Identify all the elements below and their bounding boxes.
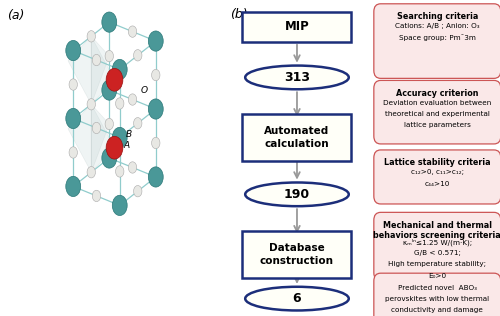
Circle shape <box>66 108 80 129</box>
Circle shape <box>66 40 80 61</box>
Text: theoretical and experimental: theoretical and experimental <box>385 111 490 117</box>
Text: c₁₂>0, c₁₁>c₁₂;: c₁₂>0, c₁₁>c₁₂; <box>411 169 464 175</box>
Text: O: O <box>140 86 148 95</box>
FancyBboxPatch shape <box>374 150 500 204</box>
FancyBboxPatch shape <box>374 212 500 281</box>
Text: Mechanical and thermal
behaviors screening criteria: Mechanical and thermal behaviors screeni… <box>374 221 500 240</box>
Text: Database
construction: Database construction <box>260 243 334 265</box>
Text: conductivity and damage: conductivity and damage <box>392 307 484 313</box>
Text: G/B < 0.571;: G/B < 0.571; <box>414 250 461 256</box>
Circle shape <box>112 195 127 216</box>
Polygon shape <box>68 36 92 104</box>
Text: 190: 190 <box>284 188 310 201</box>
Circle shape <box>134 118 142 129</box>
Polygon shape <box>92 104 114 172</box>
Text: B: B <box>126 131 132 139</box>
Circle shape <box>112 127 127 148</box>
Circle shape <box>102 12 117 32</box>
Polygon shape <box>92 104 110 172</box>
Circle shape <box>69 147 78 158</box>
Circle shape <box>92 54 100 66</box>
Text: lattice parameters: lattice parameters <box>404 123 471 128</box>
Text: 6: 6 <box>292 292 302 305</box>
Polygon shape <box>92 36 114 104</box>
Text: MIP: MIP <box>284 20 310 33</box>
FancyBboxPatch shape <box>374 273 500 316</box>
Text: Automated
calculation: Automated calculation <box>264 126 330 149</box>
Circle shape <box>128 94 136 105</box>
Circle shape <box>152 137 160 149</box>
Circle shape <box>116 166 124 177</box>
Circle shape <box>134 50 142 61</box>
Ellipse shape <box>245 183 349 206</box>
Text: Lattice stability criteria: Lattice stability criteria <box>384 158 490 167</box>
Circle shape <box>134 185 142 197</box>
Circle shape <box>87 167 96 178</box>
Text: κₘᴵⁿ≤1.25 W/(m·K);: κₘᴵⁿ≤1.25 W/(m·K); <box>403 239 472 246</box>
Circle shape <box>66 176 80 197</box>
Circle shape <box>148 99 163 119</box>
Circle shape <box>105 118 114 130</box>
Text: c₄₄>10: c₄₄>10 <box>424 181 450 186</box>
FancyBboxPatch shape <box>242 12 352 42</box>
Circle shape <box>87 99 96 110</box>
Circle shape <box>106 69 123 91</box>
Circle shape <box>87 31 96 42</box>
Circle shape <box>105 50 114 62</box>
Text: E₀>0: E₀>0 <box>428 273 446 279</box>
Circle shape <box>92 190 100 202</box>
Ellipse shape <box>245 65 349 89</box>
Circle shape <box>152 70 160 81</box>
Text: Accuracy criterion: Accuracy criterion <box>396 88 478 98</box>
Circle shape <box>128 26 136 37</box>
Circle shape <box>116 98 124 109</box>
Text: Searching criteria: Searching criteria <box>396 12 478 21</box>
Circle shape <box>148 31 163 51</box>
Text: Deviation evaluation between: Deviation evaluation between <box>383 100 492 106</box>
Text: Cations: A/B ; Anion: O₃: Cations: A/B ; Anion: O₃ <box>395 23 479 29</box>
Circle shape <box>148 167 163 187</box>
FancyBboxPatch shape <box>242 114 352 161</box>
Text: Space group: Pm¯3m: Space group: Pm¯3m <box>399 34 476 41</box>
Text: (b): (b) <box>230 8 248 21</box>
Circle shape <box>69 79 78 90</box>
Text: A: A <box>124 141 130 150</box>
Text: High temperature stability;: High temperature stability; <box>388 261 486 267</box>
Text: (a): (a) <box>7 9 24 22</box>
FancyBboxPatch shape <box>242 231 352 278</box>
Circle shape <box>106 137 123 159</box>
Polygon shape <box>68 104 92 172</box>
Text: 313: 313 <box>284 71 310 84</box>
Circle shape <box>92 122 100 134</box>
FancyBboxPatch shape <box>374 80 500 144</box>
FancyBboxPatch shape <box>374 4 500 78</box>
Text: Predicted novel  ABO₃: Predicted novel ABO₃ <box>398 285 477 291</box>
Ellipse shape <box>245 287 349 310</box>
Polygon shape <box>92 36 110 104</box>
Circle shape <box>112 59 127 80</box>
Circle shape <box>128 162 136 173</box>
Text: perovskites with low thermal: perovskites with low thermal <box>386 296 490 302</box>
Circle shape <box>102 80 117 100</box>
Circle shape <box>102 148 117 168</box>
